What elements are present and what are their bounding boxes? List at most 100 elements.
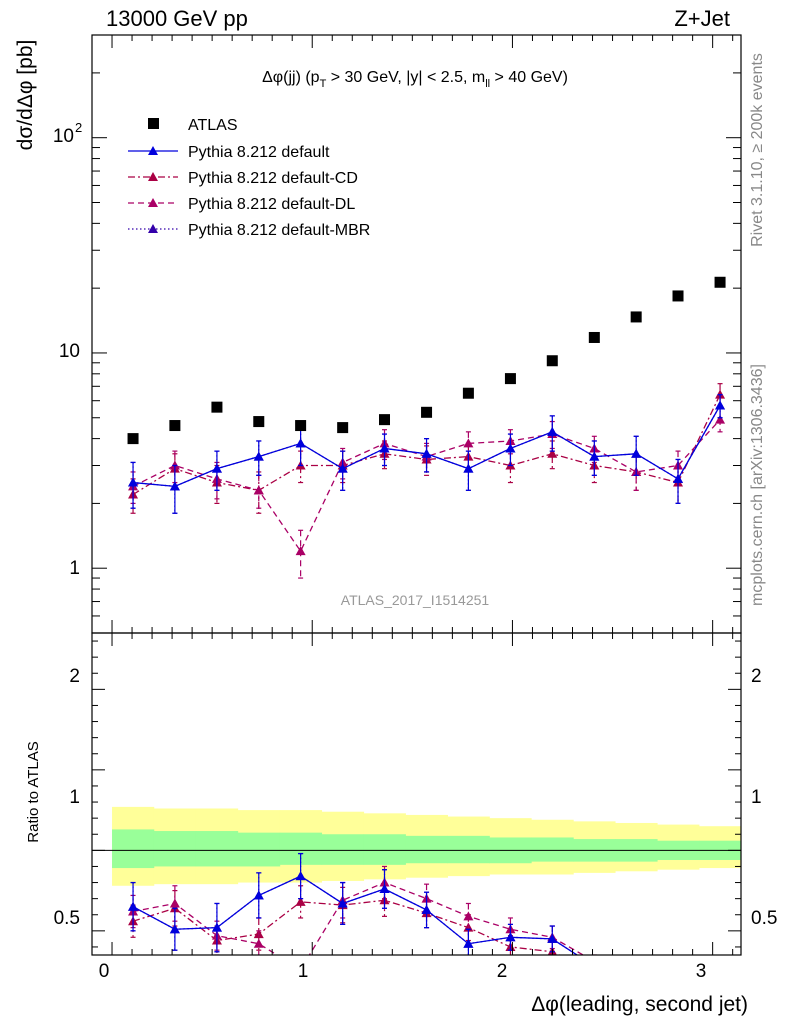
atlas-data-point — [672, 290, 684, 302]
ratio-y-tick-label-right-1: 1 — [751, 787, 762, 808]
legend-mark-default-mbr — [148, 224, 158, 233]
main-default-point — [295, 438, 306, 448]
main-title: Δφ(jj) (pT > 30 GeV, |y| < 2.5, mll > 40… — [262, 69, 568, 90]
ratio-y-tick-label-right-2: 2 — [751, 666, 762, 687]
atlas-data-point — [462, 387, 474, 399]
main-default-point — [211, 463, 222, 473]
ratio-default-point — [421, 904, 432, 914]
main-y-tick-label-100-exp: 2 — [75, 120, 82, 135]
ratio-uncertainty-bands — [92, 806, 741, 886]
ratio-default-dl-point — [673, 981, 683, 990]
x-tick-label-0: 0 — [99, 961, 110, 982]
main-y-tick-label-100-base: 10 — [53, 126, 74, 147]
ratio-default-point — [715, 963, 725, 972]
ratio-default-cd-point — [589, 966, 599, 975]
ratio-default-cd-point — [715, 958, 725, 967]
ratio-default-dl-point — [169, 898, 180, 908]
legend-mark-default-cd — [148, 172, 158, 181]
ratio-default-point — [211, 922, 222, 932]
ratio-default-point — [169, 924, 180, 934]
main-title-part-c: > 40 GeV) — [490, 69, 568, 86]
ratio-default-mbr-point — [589, 961, 599, 970]
main-default-point — [128, 477, 139, 487]
atlas-data-point — [253, 416, 265, 428]
ratio-default-point — [253, 890, 264, 900]
main-y-tick-label-100: 10 — [53, 126, 74, 147]
ratio-default-point — [463, 938, 474, 948]
ratio-default-cd-point — [673, 984, 683, 993]
atlas-data-point — [379, 414, 391, 426]
atlas-data-point — [295, 420, 307, 432]
ratio-default-point — [295, 871, 306, 881]
ratio-default-dl-point — [589, 956, 599, 965]
ratio-default-cd-point — [631, 976, 641, 985]
atlas-data-point — [127, 433, 139, 445]
ratio-y-tick-label-right-0-5: 0.5 — [751, 908, 777, 929]
band-green-bin — [531, 837, 574, 862]
main-default-cd-point — [547, 448, 558, 458]
ratio-default-point — [128, 901, 139, 911]
x-tick-label-2: 2 — [497, 961, 508, 982]
main-default-cd-line — [132, 394, 721, 496]
ratio-default-dl-point — [715, 969, 725, 978]
main-default-point — [547, 426, 558, 436]
band-green-bin — [405, 835, 448, 864]
main-default-point — [169, 481, 180, 491]
header-left-label: 13000 GeV pp — [106, 6, 248, 31]
ratio-y-tick-label-1: 1 — [69, 787, 80, 808]
x-tick-label-1: 1 — [298, 961, 309, 982]
x-tick-label-3: 3 — [696, 961, 707, 982]
band-green-bin — [153, 831, 197, 867]
ratio-default-point — [631, 969, 641, 978]
main-series-layer — [127, 276, 726, 579]
atlas-data-point — [337, 422, 349, 434]
ratio-default-mbr-point — [631, 969, 641, 978]
atlas-data-point — [169, 420, 181, 432]
axis-frames — [91, 34, 742, 956]
ratio-default-cd-point — [295, 896, 306, 906]
main-y-axis-label: dσ/dΔφ [pb] — [14, 40, 37, 151]
ratio-default-dl-point — [631, 976, 641, 985]
main-y-tick-label-1: 1 — [69, 558, 80, 579]
main-title-part-b: > 30 GeV, |y| < 2.5, m — [326, 69, 485, 86]
main-default-dl-point — [253, 485, 264, 495]
main-default-point — [631, 448, 642, 458]
band-green-bin — [195, 831, 239, 867]
main-default-dl-point — [715, 414, 726, 424]
main-default-point — [253, 451, 264, 461]
ratio-y-tick-label-0-5: 0.5 — [54, 908, 80, 929]
mcplots-side-label: mcplots.cern.ch [arXiv:1306.3436] — [749, 364, 766, 606]
main-default-point — [421, 448, 432, 458]
legend-label-default-dl: Pythia 8.212 default-DL — [188, 196, 355, 213]
main-title-sub-a: T — [320, 78, 327, 90]
main-default-point — [505, 443, 516, 453]
ratio-default-dl-point — [463, 911, 474, 921]
atlas-data-point — [588, 331, 600, 343]
legend-mark-atlas — [148, 118, 159, 129]
ratio-plot-frame — [91, 632, 742, 956]
ratio-default-point — [673, 984, 683, 993]
main-default-point — [337, 463, 348, 473]
main-default-point — [673, 473, 684, 483]
main-title-part-a: Δφ(jj) (p — [262, 69, 320, 86]
legend-mark-default — [148, 146, 158, 155]
main-default-dl-point — [295, 546, 306, 556]
atlas-data-point — [211, 401, 223, 413]
legend-marks — [128, 118, 178, 233]
ratio-series-layer — [128, 852, 725, 993]
main-default-dl-line — [132, 419, 721, 553]
ratio-default-point — [547, 933, 558, 943]
legend-label-default-mbr: Pythia 8.212 default-MBR — [188, 222, 370, 239]
ratio-default-point — [505, 932, 516, 942]
main-default-point — [715, 400, 726, 410]
analysis-watermark: ATLAS_2017_I1514251 — [341, 592, 490, 608]
main-y-tick-label-10: 10 — [59, 341, 80, 362]
band-green-bin — [237, 832, 281, 867]
band-green-bin — [321, 834, 365, 865]
rivet-side-label: Rivet 3.1.10, ≥ 200k events — [749, 53, 766, 247]
atlas-data-point — [546, 355, 558, 367]
legend-label-default: Pythia 8.212 default — [188, 144, 330, 161]
ratio-default-point — [379, 883, 390, 893]
atlas-data-point — [630, 311, 642, 323]
